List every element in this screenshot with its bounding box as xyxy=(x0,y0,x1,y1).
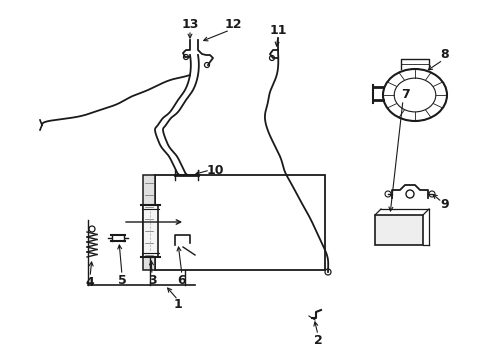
Text: 9: 9 xyxy=(441,198,449,211)
Text: 4: 4 xyxy=(86,275,95,288)
Text: 12: 12 xyxy=(224,18,242,31)
Text: 13: 13 xyxy=(181,18,198,31)
Text: 7: 7 xyxy=(401,89,409,102)
Bar xyxy=(143,175,155,270)
Bar xyxy=(375,215,423,245)
Text: 1: 1 xyxy=(173,298,182,311)
Text: 3: 3 xyxy=(147,274,156,287)
Text: 8: 8 xyxy=(441,49,449,62)
Text: 6: 6 xyxy=(178,274,186,287)
Text: 11: 11 xyxy=(269,23,287,36)
Text: 5: 5 xyxy=(118,274,126,287)
Bar xyxy=(155,175,325,270)
Text: 10: 10 xyxy=(206,163,224,176)
Bar xyxy=(143,205,158,257)
Text: 2: 2 xyxy=(314,333,322,346)
